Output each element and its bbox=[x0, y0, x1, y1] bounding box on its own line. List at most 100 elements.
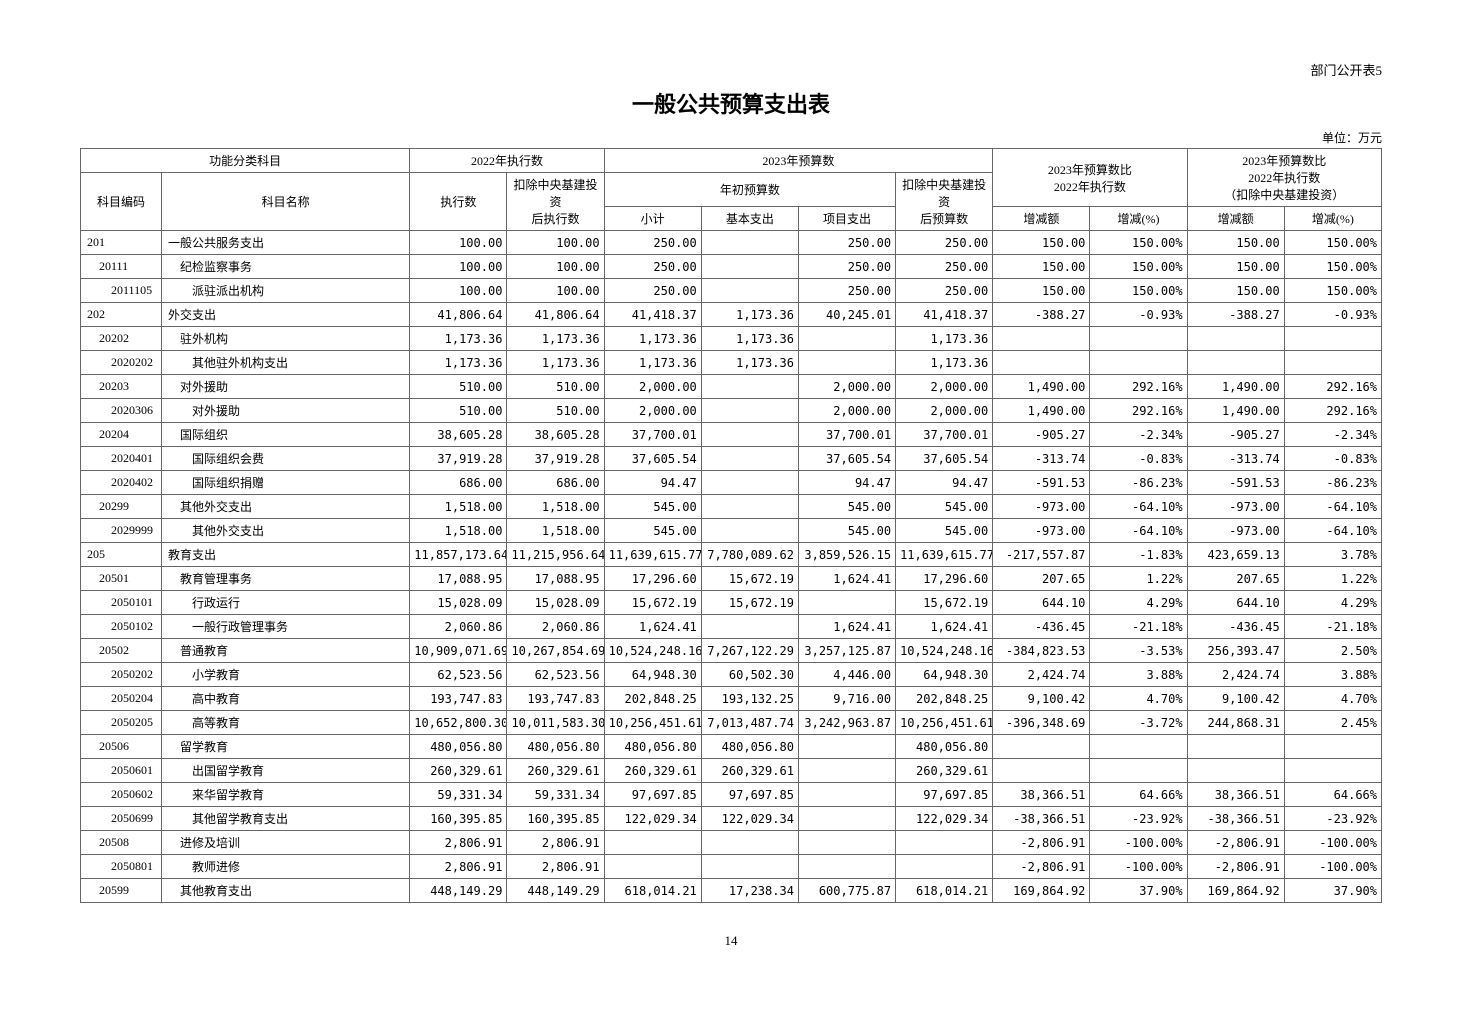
table-row: 20202驻外机构1,173.361,173.361,173.361,173.3… bbox=[81, 327, 1382, 351]
cell-value: 250.00 bbox=[798, 279, 895, 303]
th-cmp1: 2023年预算数比 2022年执行数 bbox=[993, 149, 1187, 207]
cell-value: 260,329.61 bbox=[507, 759, 604, 783]
cell-value: 250.00 bbox=[896, 255, 993, 279]
cell-value bbox=[701, 615, 798, 639]
cell-value: -100.00% bbox=[1284, 855, 1381, 879]
cell-code: 2050801 bbox=[81, 855, 162, 879]
cell-value: 644.10 bbox=[1187, 591, 1284, 615]
cell-value: 1,173.36 bbox=[604, 327, 701, 351]
cell-value: -2,806.91 bbox=[993, 855, 1090, 879]
cell-code: 20508 bbox=[81, 831, 162, 855]
table-row: 2020306对外援助510.00510.002,000.002,000.002… bbox=[81, 399, 1382, 423]
table-row: 20506留学教育480,056.80480,056.80480,056.804… bbox=[81, 735, 1382, 759]
th-exec-2022: 2022年执行数 bbox=[410, 149, 604, 173]
cell-name: 国际组织捐赠 bbox=[161, 471, 409, 495]
cell-value: 100.00 bbox=[410, 231, 507, 255]
th-basic: 基本支出 bbox=[701, 207, 798, 231]
table-row: 20111纪检监察事务100.00100.00250.00250.00250.0… bbox=[81, 255, 1382, 279]
doc-label: 部门公开表5 bbox=[80, 60, 1382, 79]
cell-code: 201 bbox=[81, 231, 162, 255]
cell-value: 2,424.74 bbox=[1187, 663, 1284, 687]
cell-name: 普通教育 bbox=[161, 639, 409, 663]
cell-value: -2,806.91 bbox=[993, 831, 1090, 855]
cell-value: 1,624.41 bbox=[798, 567, 895, 591]
table-row: 20508进修及培训2,806.912,806.91-2,806.91-100.… bbox=[81, 831, 1382, 855]
table-body: 201一般公共服务支出100.00100.00250.00250.00250.0… bbox=[81, 231, 1382, 903]
th-cmp2: 2023年预算数比 2022年执行数 （扣除中央基建投资） bbox=[1187, 149, 1381, 207]
cell-value: 9,100.42 bbox=[1187, 687, 1284, 711]
cell-value: -23.92% bbox=[1284, 807, 1381, 831]
cell-value: 10,256,451.61 bbox=[896, 711, 993, 735]
cell-value: 150.00 bbox=[1187, 255, 1284, 279]
cell-value: 1,624.41 bbox=[798, 615, 895, 639]
cell-value bbox=[798, 735, 895, 759]
th-budget-2023: 2023年预算数 bbox=[604, 149, 993, 173]
cell-value: 4.70% bbox=[1090, 687, 1187, 711]
cell-name: 留学教育 bbox=[161, 735, 409, 759]
cell-value: 100.00 bbox=[410, 279, 507, 303]
cell-value: 250.00 bbox=[896, 231, 993, 255]
cell-value: -86.23% bbox=[1284, 471, 1381, 495]
cell-value: 686.00 bbox=[507, 471, 604, 495]
cell-value: -64.10% bbox=[1284, 495, 1381, 519]
cell-value: 600,775.87 bbox=[798, 879, 895, 903]
cell-value bbox=[798, 591, 895, 615]
cell-value: 64,948.30 bbox=[896, 663, 993, 687]
cell-name: 对外援助 bbox=[161, 399, 409, 423]
cell-value: -591.53 bbox=[1187, 471, 1284, 495]
cell-name: 其他教育支出 bbox=[161, 879, 409, 903]
cell-value: 2.45% bbox=[1284, 711, 1381, 735]
cell-value: 3.88% bbox=[1284, 663, 1381, 687]
cell-value bbox=[1187, 735, 1284, 759]
table-row: 2020402国际组织捐赠686.00686.0094.4794.4794.47… bbox=[81, 471, 1382, 495]
th-project: 项目支出 bbox=[798, 207, 895, 231]
cell-value: 510.00 bbox=[507, 399, 604, 423]
cell-value: -2,806.91 bbox=[1187, 831, 1284, 855]
cell-value: 15,028.09 bbox=[410, 591, 507, 615]
th-pct1: 增减(%) bbox=[1090, 207, 1187, 231]
cell-value: 37,700.01 bbox=[798, 423, 895, 447]
table-row: 2050202小学教育62,523.5662,523.5664,948.3060… bbox=[81, 663, 1382, 687]
cell-value: 11,639,615.77 bbox=[604, 543, 701, 567]
budget-table: 功能分类科目 2022年执行数 2023年预算数 2023年预算数比 2022年… bbox=[80, 148, 1382, 903]
cell-name: 派驻派出机构 bbox=[161, 279, 409, 303]
cell-value: 3,257,125.87 bbox=[798, 639, 895, 663]
cell-value: 2,806.91 bbox=[507, 855, 604, 879]
cell-value: 17,238.34 bbox=[701, 879, 798, 903]
cell-value: 3,242,963.87 bbox=[798, 711, 895, 735]
cell-name: 进修及培训 bbox=[161, 831, 409, 855]
table-row: 2011105派驻派出机构100.00100.00250.00250.00250… bbox=[81, 279, 1382, 303]
cell-value: -591.53 bbox=[993, 471, 1090, 495]
cell-value: 2,000.00 bbox=[798, 399, 895, 423]
cell-value bbox=[798, 783, 895, 807]
cell-code: 20204 bbox=[81, 423, 162, 447]
cell-name: 对外援助 bbox=[161, 375, 409, 399]
cell-value: 2,060.86 bbox=[507, 615, 604, 639]
cell-value bbox=[701, 471, 798, 495]
cell-value bbox=[701, 855, 798, 879]
cell-value: 100.00 bbox=[507, 279, 604, 303]
cell-code: 2020202 bbox=[81, 351, 162, 375]
cell-value: 1,173.36 bbox=[410, 327, 507, 351]
cell-value: 62,523.56 bbox=[507, 663, 604, 687]
cell-value: -100.00% bbox=[1090, 831, 1187, 855]
cell-value: 10,524,248.16 bbox=[896, 639, 993, 663]
cell-value: 250.00 bbox=[604, 279, 701, 303]
cell-value: 1,173.36 bbox=[604, 351, 701, 375]
th-code: 科目编码 bbox=[81, 173, 162, 231]
cell-value: -0.93% bbox=[1090, 303, 1187, 327]
cell-value: 250.00 bbox=[798, 231, 895, 255]
table-row: 2050699其他留学教育支出160,395.85160,395.85122,0… bbox=[81, 807, 1382, 831]
cell-value: 10,011,583.30 bbox=[507, 711, 604, 735]
cell-value: 510.00 bbox=[410, 399, 507, 423]
cell-value bbox=[701, 279, 798, 303]
cell-value: 97,697.85 bbox=[896, 783, 993, 807]
table-row: 2050204高中教育193,747.83193,747.83202,848.2… bbox=[81, 687, 1382, 711]
cell-name: 高中教育 bbox=[161, 687, 409, 711]
cell-name: 其他留学教育支出 bbox=[161, 807, 409, 831]
cell-name: 教师进修 bbox=[161, 855, 409, 879]
cell-value: 3.78% bbox=[1284, 543, 1381, 567]
cell-value: 150.00% bbox=[1284, 231, 1381, 255]
table-row: 20204国际组织38,605.2838,605.2837,700.0137,7… bbox=[81, 423, 1382, 447]
cell-value: 64.66% bbox=[1284, 783, 1381, 807]
